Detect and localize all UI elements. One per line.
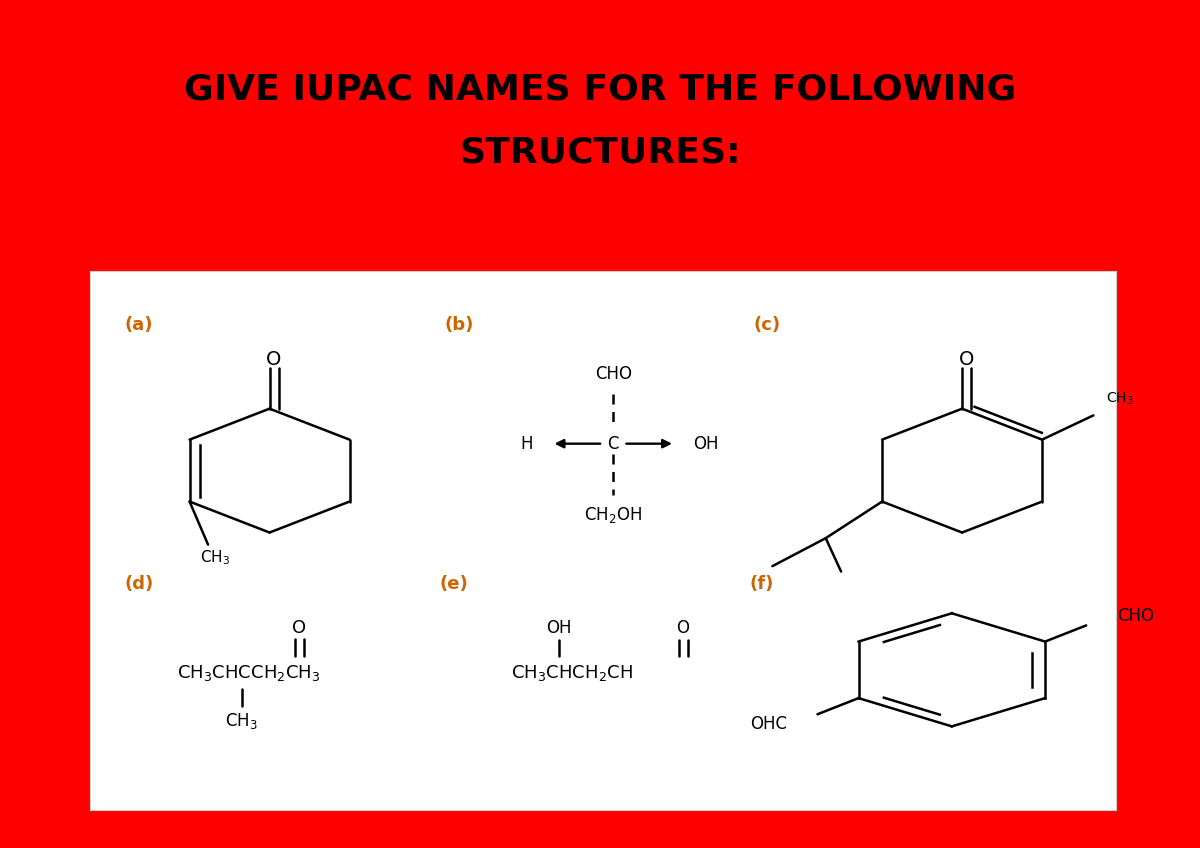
Text: OHC: OHC xyxy=(750,715,787,733)
Text: (e): (e) xyxy=(440,575,469,593)
Text: CHO: CHO xyxy=(1117,606,1154,625)
Text: CH$_3$: CH$_3$ xyxy=(200,549,230,567)
Text: (b): (b) xyxy=(445,316,474,334)
Text: CH$_3$CHCH$_2$CH: CH$_3$CHCH$_2$CH xyxy=(511,662,632,683)
Text: CH$_3$: CH$_3$ xyxy=(226,711,258,731)
Text: (f): (f) xyxy=(750,575,774,593)
Text: (d): (d) xyxy=(125,575,154,593)
Text: H: H xyxy=(521,435,533,453)
Text: O: O xyxy=(292,619,306,638)
Text: O: O xyxy=(677,619,690,638)
Text: OH: OH xyxy=(546,619,571,638)
Text: CH$_2$OH: CH$_2$OH xyxy=(584,505,642,525)
Text: CHO: CHO xyxy=(595,365,631,382)
Text: CH$_3$: CH$_3$ xyxy=(1105,391,1133,407)
Text: OH: OH xyxy=(694,435,719,453)
Text: (a): (a) xyxy=(125,316,154,334)
Text: STRUCTURES:: STRUCTURES: xyxy=(460,136,740,170)
Text: GIVE IUPAC NAMES FOR THE FOLLOWING: GIVE IUPAC NAMES FOR THE FOLLOWING xyxy=(184,72,1016,106)
Text: (c): (c) xyxy=(754,316,781,334)
Text: C: C xyxy=(607,435,619,453)
Text: CH$_3$CHCCH$_2$CH$_3$: CH$_3$CHCCH$_2$CH$_3$ xyxy=(178,662,320,683)
Text: O: O xyxy=(959,349,974,369)
Text: O: O xyxy=(266,349,281,369)
